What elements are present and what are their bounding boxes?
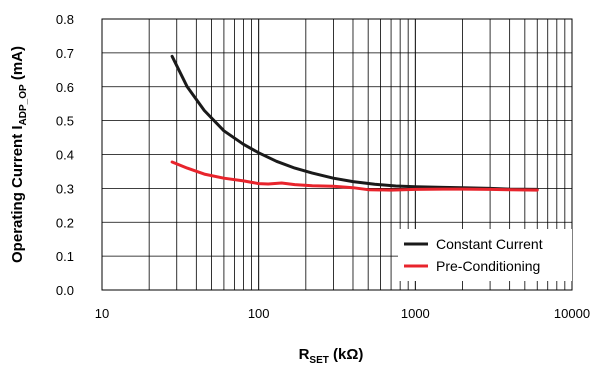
legend-label-constant-current: Constant Current [436,236,543,252]
y-axis-title-sub: ADP_OP [18,84,29,125]
x-tick-label: 100 [248,306,270,321]
x-axis-title-rest: (kΩ) [329,346,364,363]
y-axis-title: Operating Current IADP_OP (mA) [9,46,29,263]
legend-label-pre-conditioning: Pre-Conditioning [436,258,540,274]
y-tick-label: 0.4 [56,148,74,163]
series-line-pre-conditioning [170,160,539,192]
x-tick-labels: 10 100 1000 10000 [95,306,590,321]
x-axis-title-main: R [299,346,310,363]
plot-frame [101,18,573,291]
y-tick-label: 0.6 [56,80,74,95]
x-axis-title: RSET (kΩ) [299,346,364,366]
y-axis-title-rest: (mA) [9,46,26,84]
x-axis-title-sub: SET [309,355,328,366]
series-layer [170,54,539,192]
legend: Constant Current Pre-Conditioning [398,229,572,281]
y-tick-label: 0.7 [56,46,74,61]
y-tick-label: 0.5 [56,114,74,129]
y-tick-label: 0.3 [56,181,74,196]
x-tick-label: 10000 [554,306,590,321]
series-line-constant-current [170,54,539,191]
y-axis-title-main: Operating Current I [9,125,26,263]
x-tick-label: 1000 [401,306,430,321]
legend-box [398,229,572,281]
y-tick-label: 0.0 [56,283,74,298]
x-tick-label: 10 [95,306,109,321]
y-tick-label: 0.2 [56,215,74,230]
y-tick-label: 0.8 [56,12,74,27]
y-tick-label: 0.1 [56,249,74,264]
y-tick-labels: 0.0 0.1 0.2 0.3 0.4 0.5 0.6 0.7 0.8 [56,12,74,298]
